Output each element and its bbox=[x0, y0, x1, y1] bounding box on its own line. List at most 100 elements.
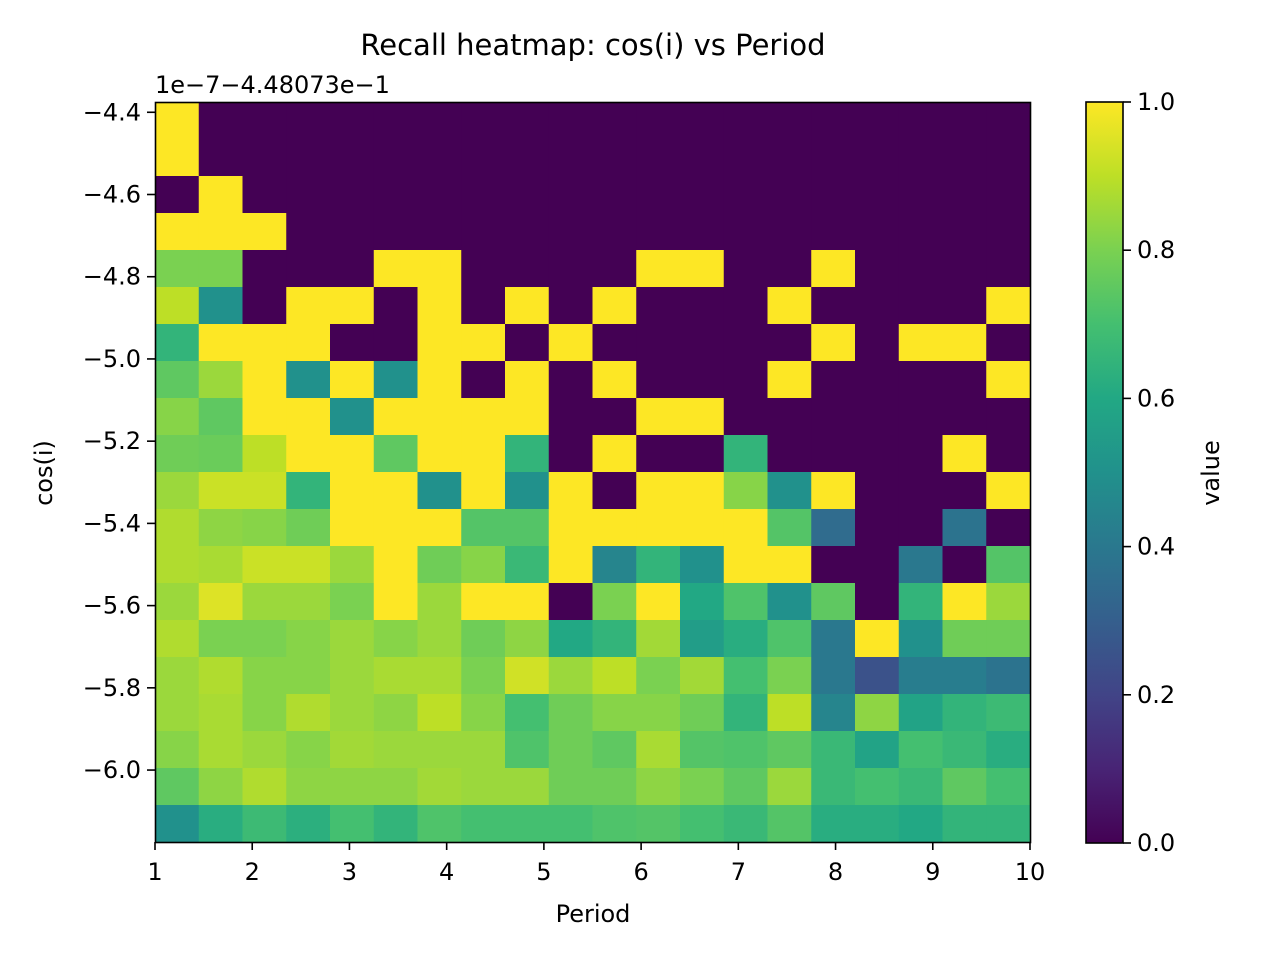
heatmap-cell bbox=[330, 472, 375, 510]
heatmap-cell bbox=[680, 805, 725, 843]
heatmap-cell bbox=[330, 435, 375, 473]
heatmap-cells bbox=[155, 102, 1031, 843]
heatmap-cell bbox=[811, 509, 856, 547]
heatmap-cell bbox=[592, 694, 637, 732]
heatmap-cell bbox=[680, 435, 725, 473]
heatmap-cell bbox=[592, 324, 637, 362]
heatmap-cell bbox=[242, 768, 287, 806]
heatmap-cell bbox=[198, 176, 244, 214]
heatmap-cell bbox=[898, 361, 944, 399]
heatmap-cell bbox=[286, 731, 331, 769]
heatmap-cell bbox=[811, 620, 856, 658]
heatmap-cell bbox=[373, 213, 419, 251]
heatmap-cell bbox=[942, 546, 987, 584]
x-tick-label: 4 bbox=[439, 858, 454, 886]
heatmap-cell bbox=[155, 287, 200, 325]
heatmap-cell bbox=[723, 361, 769, 399]
heatmap-cell bbox=[898, 287, 944, 325]
heatmap-cell bbox=[373, 287, 419, 325]
heatmap-cell bbox=[373, 731, 419, 769]
heatmap-cell bbox=[680, 768, 725, 806]
heatmap-cell bbox=[942, 139, 987, 177]
heatmap-cell bbox=[330, 509, 375, 547]
heatmap-cell bbox=[767, 361, 812, 399]
heatmap-cell bbox=[636, 435, 681, 473]
heatmap-cell bbox=[723, 287, 769, 325]
y-axis-label: cos(i) bbox=[30, 440, 58, 506]
heatmap-cell bbox=[811, 139, 856, 177]
heatmap-cell bbox=[942, 583, 987, 621]
heatmap-cell bbox=[286, 509, 331, 547]
heatmap-cell bbox=[680, 398, 725, 436]
heatmap-cell bbox=[680, 139, 725, 177]
heatmap-cell bbox=[461, 805, 506, 843]
heatmap-cell bbox=[855, 546, 900, 584]
heatmap-cell bbox=[548, 139, 594, 177]
heatmap-cell bbox=[417, 435, 462, 473]
heatmap-cell bbox=[767, 583, 812, 621]
heatmap-cell bbox=[855, 398, 900, 436]
y-tick-label: −6.0 bbox=[83, 756, 141, 784]
heatmap-cell bbox=[373, 805, 419, 843]
heatmap-cell bbox=[505, 583, 550, 621]
heatmap-cell bbox=[548, 509, 594, 547]
heatmap-cell bbox=[767, 472, 812, 510]
heatmap-cell bbox=[461, 361, 506, 399]
heatmap-cell bbox=[373, 102, 419, 140]
heatmap-cell bbox=[898, 657, 944, 695]
heatmap-cell bbox=[723, 324, 769, 362]
heatmap-cell bbox=[592, 139, 637, 177]
heatmap-cell bbox=[986, 546, 1031, 584]
heatmap-cell bbox=[461, 435, 506, 473]
heatmap-cell bbox=[330, 398, 375, 436]
heatmap-cell bbox=[548, 250, 594, 288]
heatmap-cell bbox=[723, 398, 769, 436]
heatmap-cell bbox=[242, 213, 287, 251]
heatmap-cell bbox=[505, 768, 550, 806]
heatmap-cell bbox=[286, 398, 331, 436]
heatmap-cell bbox=[986, 398, 1031, 436]
heatmap-cell bbox=[461, 546, 506, 584]
heatmap-cell bbox=[198, 324, 244, 362]
heatmap-cell bbox=[286, 213, 331, 251]
heatmap-cell bbox=[417, 287, 462, 325]
heatmap-cell bbox=[373, 176, 419, 214]
heatmap-cell bbox=[505, 546, 550, 584]
heatmap-cell bbox=[680, 324, 725, 362]
x-tick-label: 10 bbox=[1015, 858, 1046, 886]
heatmap-cell bbox=[592, 250, 637, 288]
heatmap-cell bbox=[898, 509, 944, 547]
heatmap-cell bbox=[898, 213, 944, 251]
heatmap-cell bbox=[417, 176, 462, 214]
heatmap-cell bbox=[767, 398, 812, 436]
heatmap-cell bbox=[898, 620, 944, 658]
heatmap-cell bbox=[592, 546, 637, 584]
heatmap-cell bbox=[373, 398, 419, 436]
heatmap-cell bbox=[942, 731, 987, 769]
heatmap-cell bbox=[198, 213, 244, 251]
heatmap-cell bbox=[942, 620, 987, 658]
heatmap-cell bbox=[548, 324, 594, 362]
heatmap-cell bbox=[198, 620, 244, 658]
heatmap-cell bbox=[155, 324, 200, 362]
colorbar-tick-label: 0.8 bbox=[1137, 236, 1175, 264]
heatmap-cell bbox=[592, 731, 637, 769]
heatmap-cell bbox=[986, 472, 1031, 510]
x-tick-label: 9 bbox=[925, 858, 940, 886]
heatmap-cell bbox=[855, 176, 900, 214]
heatmap-cell bbox=[286, 102, 331, 140]
heatmap-cell bbox=[461, 287, 506, 325]
heatmap-cell bbox=[811, 361, 856, 399]
heatmap-cell bbox=[155, 176, 200, 214]
chart-title: Recall heatmap: cos(i) vs Period bbox=[360, 28, 825, 62]
colorbar-tick-label: 0.4 bbox=[1137, 533, 1175, 561]
heatmap-cell bbox=[723, 139, 769, 177]
heatmap-cell bbox=[680, 620, 725, 658]
heatmap-cell bbox=[373, 509, 419, 547]
heatmap-cell bbox=[198, 435, 244, 473]
heatmap-cell bbox=[855, 731, 900, 769]
heatmap-cell bbox=[811, 583, 856, 621]
heatmap-cell bbox=[461, 768, 506, 806]
y-offset-label: 1e−7−4.48073e−1 bbox=[155, 71, 390, 99]
heatmap-cell bbox=[461, 583, 506, 621]
